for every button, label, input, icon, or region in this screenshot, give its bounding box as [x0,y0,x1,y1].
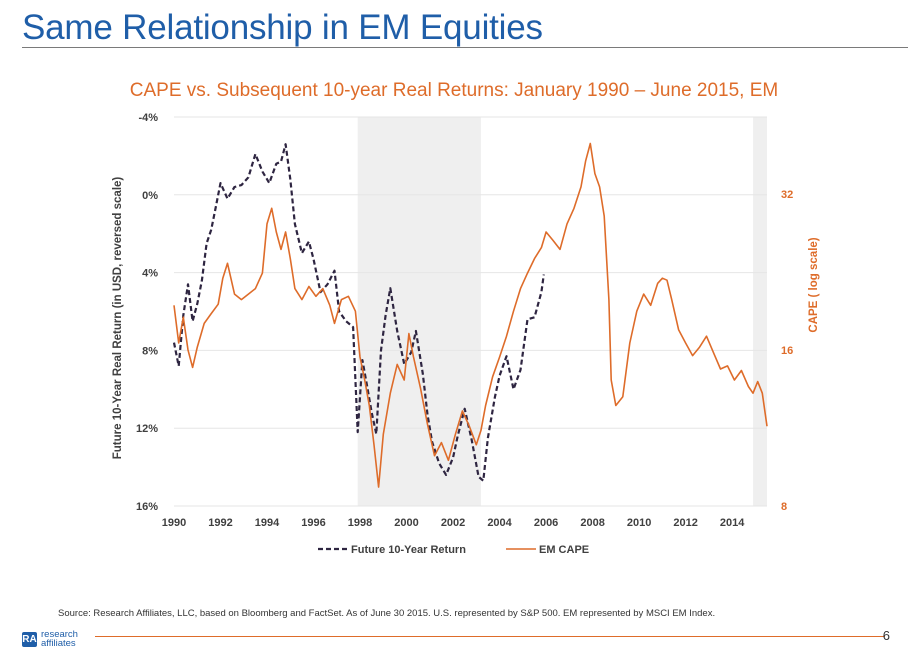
left-axis: -4% 0% 4% 8% 12% 16% [136,112,158,513]
right-axis: 32 16 8 [781,189,793,513]
x-tick-label: 2000 [394,517,418,529]
logo-mark-icon: RA [22,631,37,647]
chart: 1990 1992 1994 1996 1998 2000 2002 2004 2006 2008… [112,112,820,556]
series-future-return-line [172,143,545,482]
logo-line2: affiliates [41,638,76,649]
title-divider [22,47,908,48]
series-em-cape-line [173,142,768,488]
chart-title: CAPE vs. Subsequent 10-year Real Returns… [129,80,779,101]
legend-label: EM CAPE [539,544,589,556]
legend-label: Future 10-Year Return [351,544,466,556]
left-axis-label: Future 10-Year Real Return (in USD, reve… [112,177,124,460]
left-tick-label: 8% [142,345,158,357]
shaded-periods [357,117,767,506]
gridlines [174,116,767,507]
right-tick-label: 8 [781,501,787,513]
legend: Future 10-Year Return EM CAPE [318,544,589,556]
x-tick-label: 2014 [720,517,745,529]
left-tick-label: 16% [136,501,158,513]
logo-line1: research [41,629,78,640]
x-tick-label: 2008 [580,517,604,529]
x-tick-label: 2002 [441,517,465,529]
x-tick-label: 1990 [162,517,186,529]
research-affiliates-logo: RA research affiliates [22,630,78,648]
footer-divider [95,636,885,637]
page-number: 6 [882,628,890,643]
right-tick-label: 16 [781,345,793,357]
x-tick-label: 2010 [627,517,651,529]
left-tick-label: 4% [142,268,158,280]
x-tick-label: 1998 [348,517,372,529]
x-tick-label: 2004 [487,517,512,529]
x-tick-label: 1994 [255,517,280,529]
right-tick-label: 32 [781,189,793,201]
left-tick-label: 12% [136,423,158,435]
left-tick-label: 0% [142,190,158,202]
source-note: Source: Research Affiliates, LLC, based … [58,608,716,619]
x-tick-label: 2006 [534,517,558,529]
x-tick-label: 2012 [673,517,697,529]
x-tick-label: 1996 [301,517,325,529]
x-axis: 1990 1992 1994 1996 1998 2000 2002 2004 2006 2008… [162,517,745,529]
shaded-period-0 [357,117,481,506]
series-lines [172,142,768,488]
left-tick-label: -4% [138,112,158,124]
slide-title: Same Relationship in EM Equities [22,8,543,47]
shaded-period-1 [753,117,767,506]
x-tick-label: 1992 [208,517,232,529]
right-axis-label: CAPE ( log scale) [808,237,820,332]
